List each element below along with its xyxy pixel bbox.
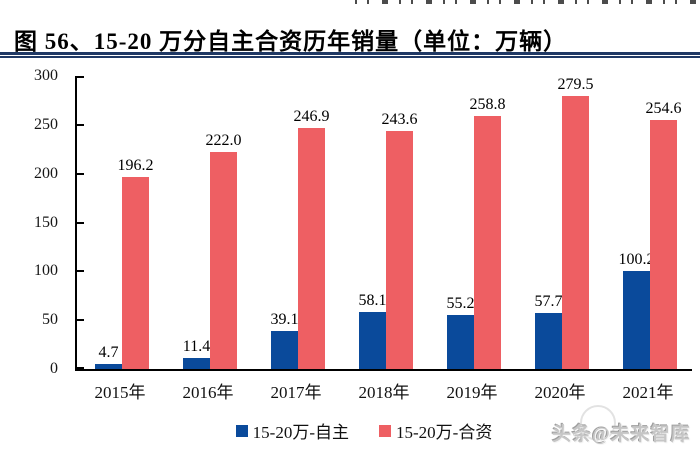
bar-15-20万-合资-2019年 xyxy=(474,116,501,369)
chart-title: 图 56、15-20 万分自主合资历年销量（单位：万辆） xyxy=(14,29,568,54)
y-axis-tick-label: 100 xyxy=(34,262,58,280)
bar-15-20万-自主-2019年 xyxy=(447,315,474,369)
bar-value-label: 258.8 xyxy=(469,96,506,114)
y-axis-tick xyxy=(77,123,84,126)
legend-swatch xyxy=(379,424,391,437)
bar-value-label: 254.6 xyxy=(645,100,682,118)
bar-value-label: 196.2 xyxy=(117,157,154,175)
legend-label: 15-20万-自主 xyxy=(252,423,349,442)
title-rule xyxy=(0,52,700,58)
y-axis-tick xyxy=(77,270,84,273)
legend-item: 15-20万-合资 xyxy=(379,418,492,443)
y-axis-tick xyxy=(77,76,84,78)
bar-15-20万-合资-2017年 xyxy=(298,127,325,369)
bar-15-20万-自主-2020年 xyxy=(535,312,562,369)
watermark: 头条@未来智库 xyxy=(552,405,691,446)
bar-15-20万-合资-2016年 xyxy=(210,152,237,369)
bar-15-20万-合资-2020年 xyxy=(562,96,589,369)
legend-swatch xyxy=(235,424,248,437)
y-axis-tick-label: 50 xyxy=(42,311,58,329)
bar-15-20万-合资-2015年 xyxy=(122,177,149,369)
x-axis-category-label: 2016年 xyxy=(182,383,234,402)
bar-15-20万-自主-2018年 xyxy=(359,312,386,369)
legend-item: 15-20万-自主 xyxy=(235,418,349,443)
bar-15-20万-自主-2017年 xyxy=(271,330,298,369)
bar-value-label: 58.1 xyxy=(358,292,387,310)
x-axis-category-label: 2020年 xyxy=(534,383,586,402)
bar-value-label: 279.5 xyxy=(557,76,594,94)
bar-value-label: 243.6 xyxy=(381,111,418,129)
watermark-logo-circle xyxy=(580,405,616,441)
x-axis-category-label: 2018年 xyxy=(358,383,410,402)
y-axis-tick xyxy=(77,367,84,369)
y-axis-tick-label: 0 xyxy=(50,360,58,377)
x-axis-category-label: 2019年 xyxy=(446,383,498,402)
y-axis-tick xyxy=(77,221,84,224)
bar-15-20万-自主-2016年 xyxy=(183,357,210,369)
y-axis-tick-label: 200 xyxy=(34,164,58,182)
bar-value-label: 39.1 xyxy=(270,310,299,328)
bar-15-20万-自主-2015年 xyxy=(95,364,122,369)
bar-value-label: 4.7 xyxy=(98,344,119,362)
x-axis-category-label: 2017年 xyxy=(270,383,322,402)
y-axis-tick xyxy=(77,172,84,175)
bar-15-20万-自主-2021年 xyxy=(623,271,650,369)
bar-value-label: 11.4 xyxy=(182,337,211,355)
bar-15-20万-合资-2018年 xyxy=(386,131,413,369)
bar-value-label: 55.2 xyxy=(446,295,475,313)
y-axis-tick xyxy=(77,319,84,322)
bar-value-label: 246.9 xyxy=(293,107,330,125)
y-axis-tick-label: 150 xyxy=(34,213,58,231)
legend: 15-20万-自主 15-20万-合资 xyxy=(14,418,700,443)
y-axis-tick-label: 300 xyxy=(34,67,58,84)
bar-value-label: 57.7 xyxy=(534,292,563,310)
legend-label: 15-20万-合资 xyxy=(396,423,493,442)
plot-area: 4.7 196.2 11.4 222.0 39.1 246.9 58.1 243.6 55.2 2… xyxy=(75,76,692,371)
cropped-header-text xyxy=(355,0,696,4)
bar-15-20万-合资-2021年 xyxy=(650,120,677,369)
x-axis-category-label: 2021年 xyxy=(622,383,674,402)
watermark-text: 头条@未来智库 xyxy=(552,424,691,445)
x-axis-category-label: 2015年 xyxy=(94,383,146,402)
bar-value-label: 100.2 xyxy=(618,251,655,269)
y-axis-tick-label: 250 xyxy=(34,115,58,133)
bar-value-label: 222.0 xyxy=(205,132,242,150)
